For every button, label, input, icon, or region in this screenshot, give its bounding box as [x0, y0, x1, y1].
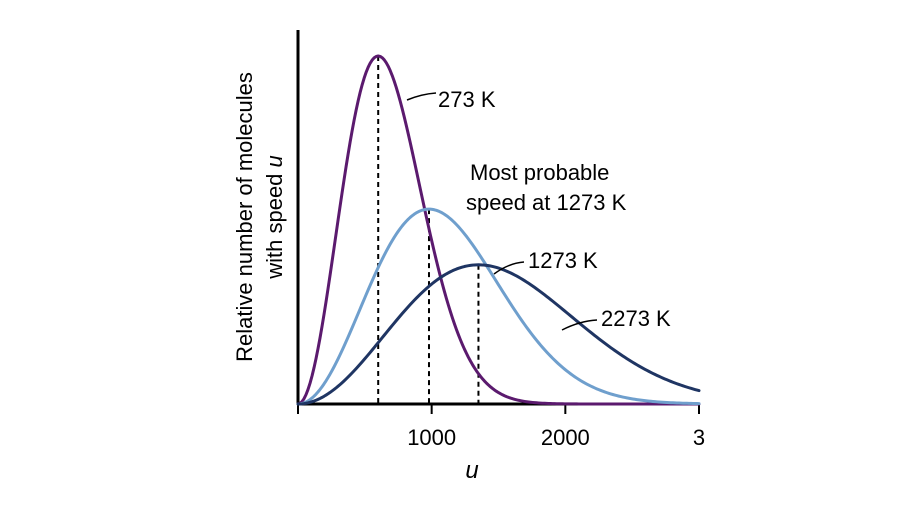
series-label-2273-k: 2273 K	[601, 306, 671, 331]
y-axis-label: Relative number of molecules with speed …	[232, 72, 287, 362]
x-tick-label-3: 3	[693, 425, 705, 450]
y-axis-label-line2-prefix: with speed	[262, 167, 287, 279]
x-axis-label: u	[465, 457, 478, 484]
y-axis-label-line2: with speed u	[262, 155, 287, 280]
curves	[298, 56, 699, 404]
series-label-1273-k: 1273 K	[528, 248, 598, 273]
curve-273-k	[298, 56, 699, 404]
y-axis-label-variable: u	[262, 155, 287, 167]
x-ticks: 1000 2000 3	[298, 404, 705, 450]
annotation-line1: Most probable	[470, 160, 609, 185]
annotation-line2: speed at 1273 K	[466, 190, 627, 215]
leader-273-k	[407, 93, 436, 100]
x-tick-label-1: 1000	[407, 425, 456, 450]
series-label-273-k: 273 K	[438, 87, 496, 112]
y-axis-label-line1: Relative number of molecules	[232, 72, 257, 362]
speed-distribution-chart: Relative number of molecules with speed …	[0, 0, 922, 518]
x-tick-label-2: 2000	[541, 425, 590, 450]
